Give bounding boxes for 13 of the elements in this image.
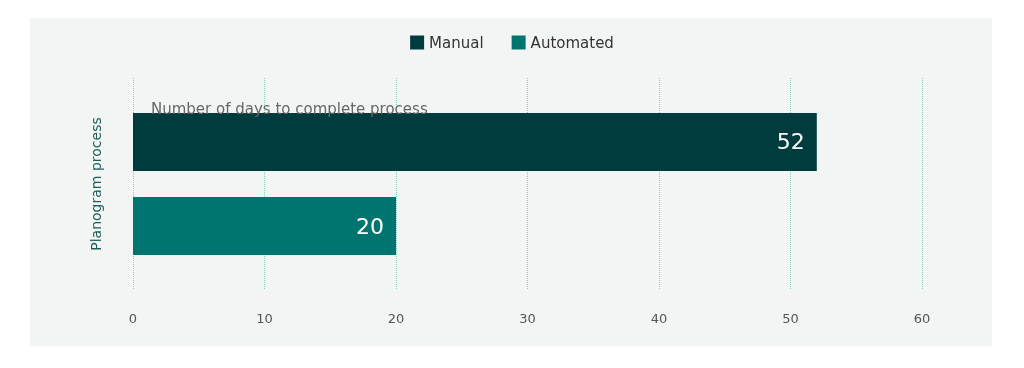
text: Number of days to complete process <box>151 99 428 118</box>
x-tick-label: 30 <box>519 311 536 326</box>
legend-label: Manual <box>429 33 484 52</box>
x-tick-label: 0 <box>128 311 138 326</box>
data-label: 52 <box>776 129 805 155</box>
x-tick-label: 60 <box>913 311 931 326</box>
x-tick-label: 10 <box>256 311 273 326</box>
legend-label: Automated <box>530 33 614 52</box>
data-label: 20 <box>356 213 384 239</box>
y-tick-label: Planogram process <box>88 117 104 251</box>
x-tick-label: 40 <box>650 311 668 326</box>
x-tick-label: 50 <box>782 311 799 326</box>
x-tick-label: 20 <box>387 311 405 326</box>
